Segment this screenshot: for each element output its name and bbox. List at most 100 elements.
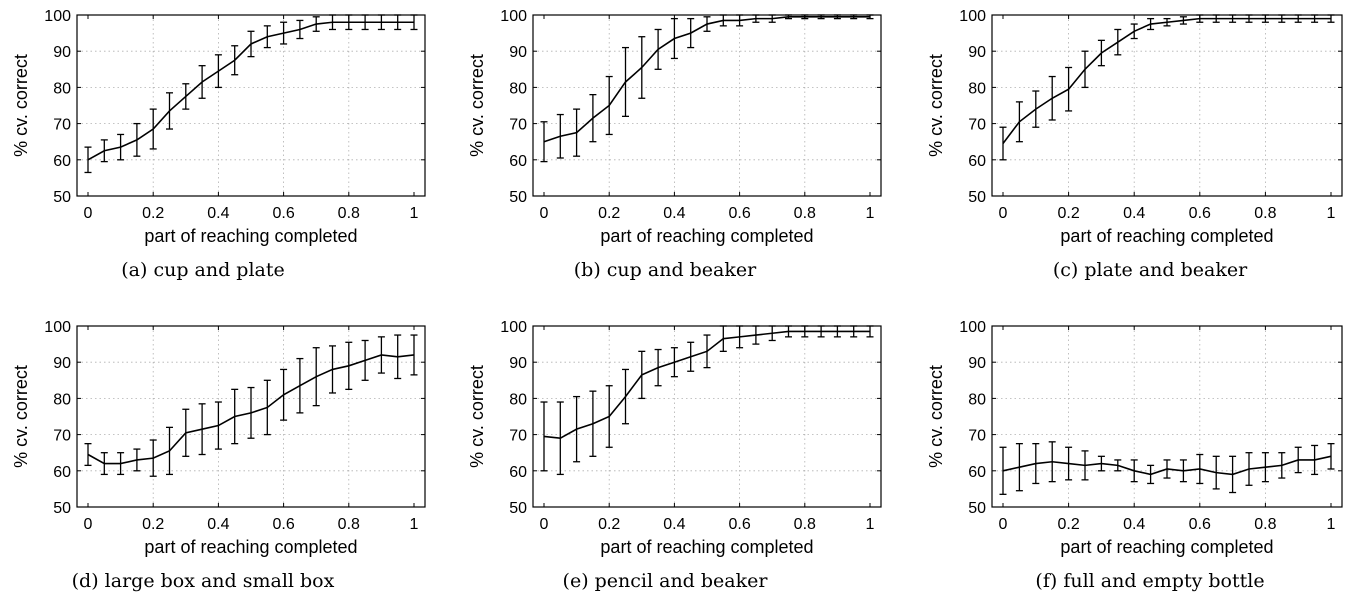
x-tick-label: 1 <box>410 205 419 222</box>
chart-panel-a: 0 0.2 0.4 0.6 0.8 1 50 60 70 80 90 100 part of reach… <box>11 8 426 281</box>
x-tick-label: 0.8 <box>338 516 360 533</box>
y-axis-label: % cv. correct <box>11 54 31 157</box>
chart-panel-d: 0 0.2 0.4 0.6 0.8 1 50 60 70 80 90 100 part of reach… <box>11 319 426 592</box>
subfigure-caption: (b) cup and beaker <box>574 259 757 281</box>
y-axis-label: % cv. correct <box>926 365 946 468</box>
y-tick-label: 100 <box>959 8 986 25</box>
x-tick-label: 0.6 <box>1189 205 1211 222</box>
chart-panel-c: 0 0.2 0.4 0.6 0.8 1 50 60 70 80 90 100 part of reach… <box>926 8 1343 281</box>
y-tick-label: 90 <box>968 355 986 372</box>
plot-frame <box>76 325 426 508</box>
x-axis-label: part of reaching completed <box>144 537 357 557</box>
y-tick-label: 50 <box>968 500 986 517</box>
y-axis-label: % cv. correct <box>926 54 946 157</box>
y-tick-label: 70 <box>53 117 71 134</box>
x-tick-label: 0.6 <box>1189 516 1211 533</box>
y-tick-label: 100 <box>44 8 71 25</box>
y-tick-label: 80 <box>509 80 527 97</box>
x-tick-label: 0 <box>999 205 1008 222</box>
x-tick-label: 0 <box>999 516 1008 533</box>
y-tick-label: 80 <box>968 391 986 408</box>
chart-panel-e: 0 0.2 0.4 0.6 0.8 1 50 60 70 80 90 100 part of reach… <box>467 319 882 592</box>
y-tick-label: 60 <box>509 464 527 481</box>
x-axis-label: part of reaching completed <box>144 226 357 246</box>
y-tick-label: 100 <box>44 319 71 336</box>
y-tick-label: 60 <box>53 153 71 170</box>
x-tick-label: 0.4 <box>663 516 685 533</box>
y-tick-label: 90 <box>53 355 71 372</box>
y-tick-label: 50 <box>509 500 527 517</box>
subfigure-caption: (d) large box and small box <box>72 570 335 592</box>
y-tick-label: 80 <box>509 391 527 408</box>
x-tick-label: 0 <box>84 516 93 533</box>
y-tick-label: 50 <box>53 189 71 206</box>
x-tick-label: 0.2 <box>598 205 620 222</box>
x-tick-label: 0.4 <box>207 205 229 222</box>
chart-panel-f: 0 0.2 0.4 0.6 0.8 1 50 60 70 80 90 100 part of reach… <box>926 319 1343 592</box>
y-tick-label: 50 <box>53 500 71 517</box>
x-tick-label: 1 <box>866 205 875 222</box>
y-tick-label: 90 <box>53 44 71 61</box>
series-line <box>1002 17 1331 144</box>
y-axis-label: % cv. correct <box>467 365 487 468</box>
y-tick-label: 60 <box>968 153 986 170</box>
y-tick-label: 100 <box>959 319 986 336</box>
x-tick-label: 0.4 <box>1123 205 1145 222</box>
x-tick-label: 0.4 <box>663 205 685 222</box>
y-tick-label: 60 <box>509 153 527 170</box>
y-tick-label: 90 <box>509 44 527 61</box>
y-tick-label: 100 <box>500 319 527 336</box>
x-tick-label: 0.2 <box>142 205 164 222</box>
x-tick-label: 0.2 <box>142 516 164 533</box>
x-tick-label: 0.4 <box>1123 516 1145 533</box>
x-tick-label: 0.8 <box>794 516 816 533</box>
series-line <box>543 330 870 440</box>
y-tick-label: 50 <box>968 189 986 206</box>
x-tick-label: 0.6 <box>728 205 750 222</box>
x-tick-label: 0 <box>540 516 549 533</box>
series-line <box>87 21 414 161</box>
series-line <box>1002 455 1332 476</box>
subfigure-caption: (f) full and empty bottle <box>1035 570 1264 592</box>
y-tick-label: 60 <box>968 464 986 481</box>
y-tick-label: 80 <box>53 391 71 408</box>
y-tick-label: 70 <box>509 117 527 134</box>
x-tick-label: 1 <box>410 516 419 533</box>
y-tick-label: 100 <box>500 8 527 25</box>
plot-frame <box>76 14 426 197</box>
x-tick-label: 0.6 <box>272 516 294 533</box>
y-tick-label: 70 <box>968 428 986 445</box>
subfigure-caption: (e) pencil and beaker <box>563 570 769 592</box>
plot-frame <box>991 325 1343 508</box>
y-tick-label: 60 <box>53 464 71 481</box>
x-axis-label: part of reaching completed <box>600 226 813 246</box>
x-tick-label: 0.2 <box>1057 516 1079 533</box>
x-tick-label: 0.4 <box>207 516 229 533</box>
y-tick-label: 80 <box>968 80 986 97</box>
x-tick-label: 0.6 <box>728 516 750 533</box>
y-tick-label: 70 <box>509 428 527 445</box>
y-tick-label: 70 <box>968 117 986 134</box>
y-tick-label: 90 <box>509 355 527 372</box>
x-tick-label: 0.8 <box>338 205 360 222</box>
subfigure-caption: (c) plate and beaker <box>1053 259 1248 281</box>
y-axis-label: % cv. correct <box>11 365 31 468</box>
x-tick-label: 1 <box>1327 516 1336 533</box>
x-axis-label: part of reaching completed <box>600 537 813 557</box>
plot-frame <box>532 325 882 508</box>
x-tick-label: 1 <box>1327 205 1336 222</box>
chart-panel-b: 0 0.2 0.4 0.6 0.8 1 50 60 70 80 90 100 part of reach… <box>467 8 882 281</box>
plot-frame <box>991 14 1343 197</box>
x-axis-label: part of reaching completed <box>1060 537 1273 557</box>
series-line <box>543 16 870 143</box>
x-tick-label: 1 <box>866 516 875 533</box>
x-tick-label: 0.8 <box>1254 516 1276 533</box>
plot-frame <box>532 14 882 197</box>
x-tick-label: 0 <box>540 205 549 222</box>
x-axis-label: part of reaching completed <box>1060 226 1273 246</box>
y-tick-label: 70 <box>53 428 71 445</box>
subfigure-caption: (a) cup and plate <box>121 259 285 281</box>
y-axis-label: % cv. correct <box>467 54 487 157</box>
